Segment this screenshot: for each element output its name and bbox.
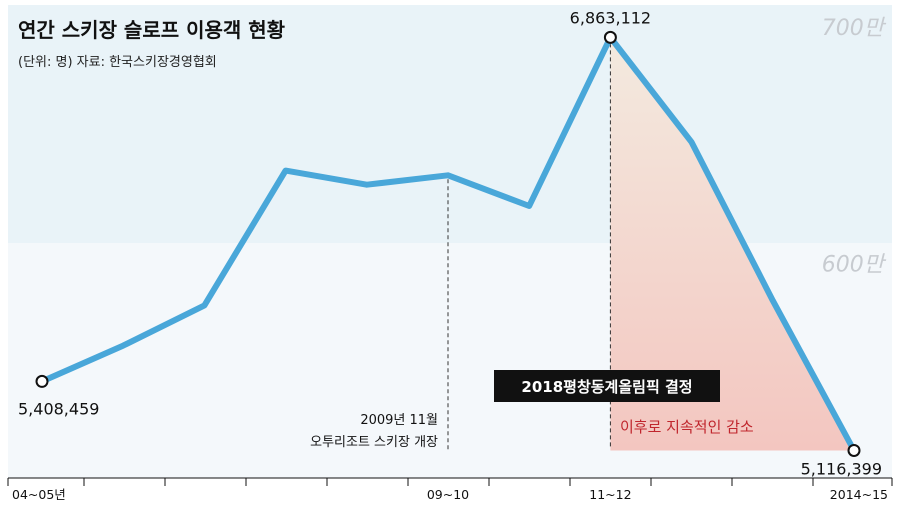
data-point-marker — [847, 443, 861, 457]
olympic-badge — [494, 370, 720, 402]
series-line — [39, 34, 857, 454]
chart-title: 연간 스키장 슬로프 이용객 현황 — [18, 18, 286, 42]
data-point-label: 6,863,112 — [570, 8, 651, 27]
olympic-badge-text: 2018평창동계올림픽 결정 — [521, 378, 692, 396]
x-tick-label: 11~12 — [589, 487, 631, 502]
plot-background-upper — [8, 5, 892, 243]
decline-annotation: 이후로 지속적인 감소 — [620, 418, 754, 436]
data-point-label: 5,116,399 — [801, 459, 882, 478]
data-point-marker — [603, 30, 617, 44]
x-tick-label: 04~05년 — [12, 487, 66, 502]
chart-subtitle: (단위: 명) 자료: 한국스키장경영협회 — [18, 55, 217, 70]
y-tick-label: 600만 — [822, 253, 887, 278]
annotation-resort-open-line1: 2009년 11월 — [360, 413, 438, 428]
annotation-resort-open-line2: 오투리조트 스키장 개장 — [310, 435, 438, 450]
data-point-marker — [35, 374, 49, 388]
decline-area — [610, 37, 854, 451]
x-tick-label: 09~10 — [427, 487, 469, 502]
x-tick-label: 2014~15 — [830, 487, 888, 502]
y-tick-label: 700만 — [822, 16, 887, 41]
data-point-label: 5,408,459 — [18, 399, 99, 418]
